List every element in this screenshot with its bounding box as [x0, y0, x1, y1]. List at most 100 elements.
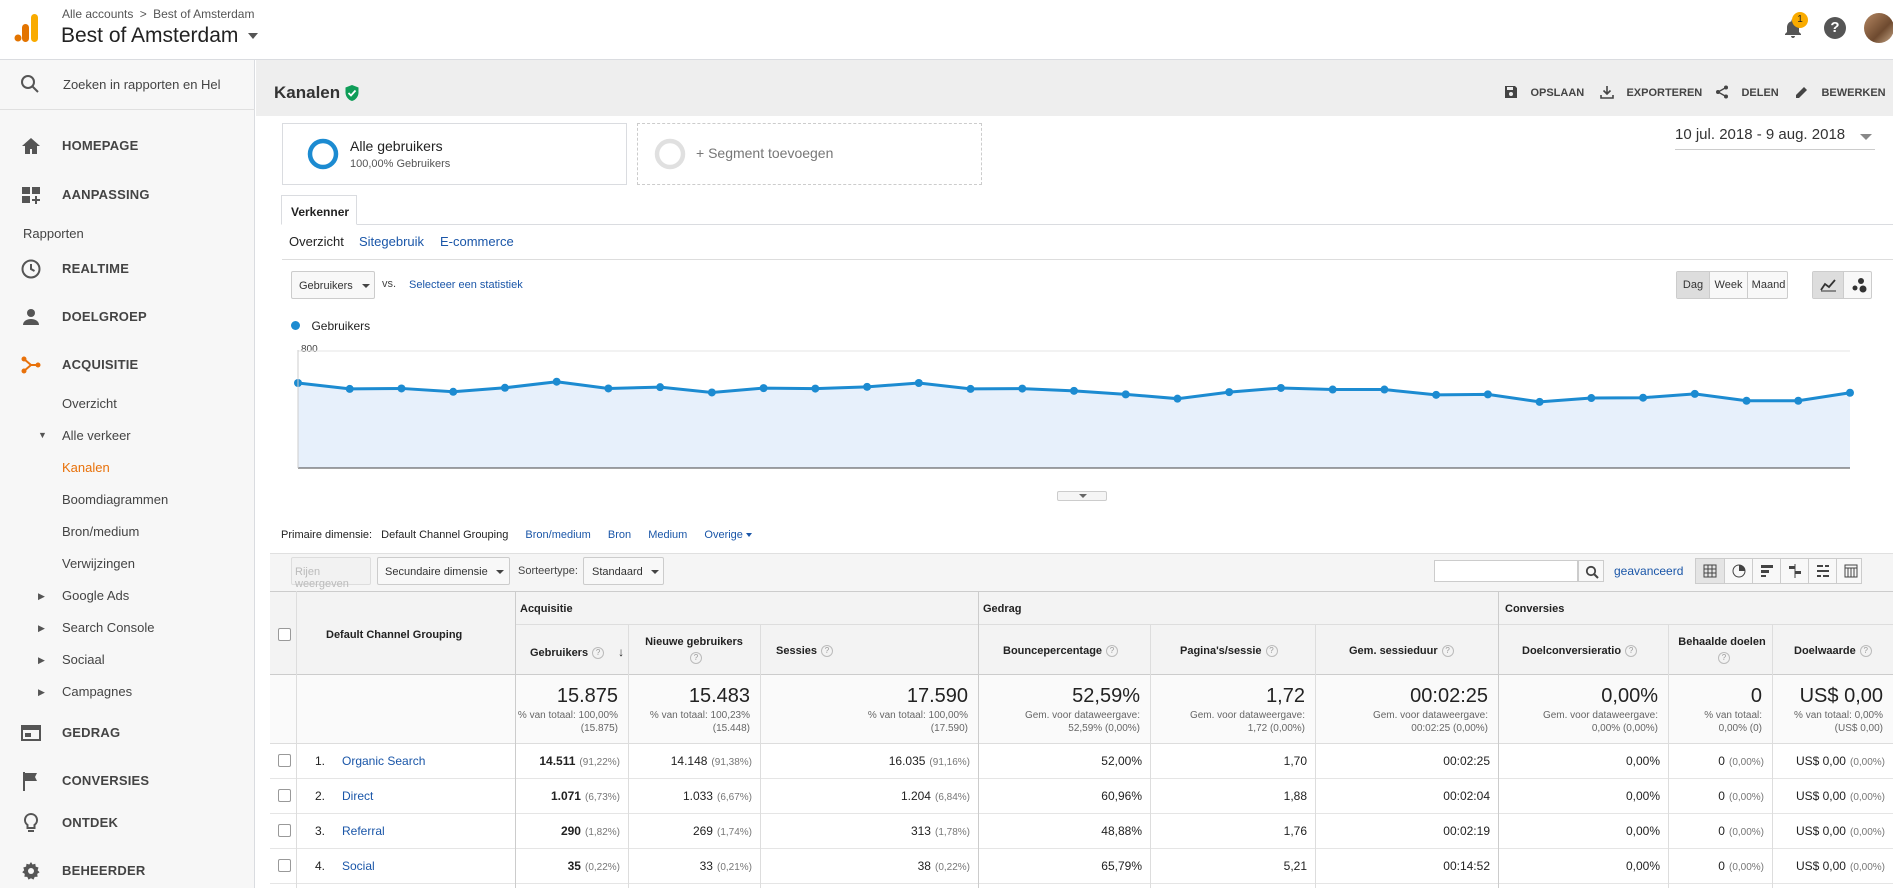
- sidebar-item-channels[interactable]: Kanalen: [62, 460, 110, 475]
- row-checkbox[interactable]: [278, 859, 291, 872]
- col-avg-duration[interactable]: Gem. sessieduur?: [1349, 645, 1454, 658]
- advanced-filter-link[interactable]: geavanceerd: [1614, 564, 1683, 578]
- sidebar-item-all-traffic[interactable]: Alle verkeer: [62, 428, 131, 443]
- help-icon[interactable]: ?: [1106, 645, 1119, 658]
- edit-button[interactable]: BEWERKEN: [1795, 83, 1886, 101]
- select-all-checkbox[interactable]: [278, 628, 291, 641]
- dim-source-link[interactable]: Bron: [607, 529, 632, 541]
- sidebar-item-acquisition[interactable]: ACQUISITIE: [0, 344, 255, 384]
- table-cell: 290 (1,82%): [516, 824, 620, 838]
- help-icon[interactable]: ?: [1265, 645, 1278, 658]
- channel-link[interactable]: Social: [342, 859, 375, 873]
- sidebar-item-behavior[interactable]: GEDRAG: [0, 712, 255, 752]
- export-button[interactable]: EXPORTEREN: [1600, 83, 1702, 101]
- sidebar-item-google-ads[interactable]: Google Ads: [62, 588, 130, 603]
- help-icon[interactable]: ?: [690, 652, 702, 665]
- comparison-view-button[interactable]: [1780, 559, 1808, 583]
- table-search-input[interactable]: [1434, 560, 1578, 582]
- col-sessions[interactable]: Sessies?: [776, 645, 833, 658]
- sort-type-select[interactable]: Standaard: [583, 557, 664, 585]
- sidebar-item-label: REALTIME: [62, 261, 130, 276]
- dim-other-link[interactable]: Overige: [704, 529, 743, 541]
- sidebar-item-social[interactable]: Sociaal: [62, 652, 105, 667]
- col-pages-session[interactable]: Pagina's/sessie?: [1180, 645, 1278, 658]
- percentage-view-button[interactable]: [1724, 559, 1752, 583]
- date-range-picker[interactable]: 10 jul. 2018 - 9 aug. 2018: [1675, 126, 1875, 150]
- sidebar-item-discover[interactable]: ONTDEK: [0, 802, 255, 842]
- channel-link[interactable]: Organic Search: [342, 754, 426, 768]
- row-checkbox[interactable]: [278, 824, 291, 837]
- col-goal-value[interactable]: Doelwaarde?: [1794, 645, 1872, 658]
- sidebar-item-campaigns[interactable]: Campagnes: [62, 684, 133, 699]
- sidebar-item-treemaps[interactable]: Boomdiagrammen: [62, 492, 169, 507]
- data-point: [552, 377, 561, 386]
- col-new-users[interactable]: Nieuwe gebruikers?: [628, 634, 760, 666]
- notifications-button[interactable]: 1: [1782, 12, 1808, 40]
- help-icon[interactable]: ?: [1718, 652, 1730, 665]
- help-icon[interactable]: ?: [1441, 645, 1454, 658]
- data-view-button[interactable]: [1696, 559, 1724, 583]
- total-subtext-line: 52,59% (0,00%): [1068, 723, 1140, 734]
- sidebar-item-conversions[interactable]: CONVERSIES: [0, 760, 255, 800]
- segment-all-users[interactable]: Alle gebruikers 100,00% Gebruikers: [282, 123, 627, 185]
- col-goal-completions[interactable]: Behaalde doelen?: [1670, 634, 1774, 666]
- dim-source-medium-link[interactable]: Bron/medium: [525, 529, 591, 541]
- segment-ring-icon: [307, 138, 339, 170]
- day-button[interactable]: Dag: [1677, 272, 1709, 298]
- help-icon[interactable]: ?: [592, 647, 605, 660]
- sidebar-item-customization[interactable]: AANPASSING: [0, 174, 255, 214]
- subtab-overview[interactable]: Overzicht: [289, 234, 344, 249]
- add-segment-button[interactable]: + Segment toevoegen: [637, 123, 982, 185]
- term-cloud-button[interactable]: [1808, 559, 1836, 583]
- pivot-icon: [1844, 564, 1858, 578]
- help-icon[interactable]: ?: [820, 645, 833, 658]
- share-button[interactable]: DELEN: [1715, 83, 1779, 101]
- breadcrumb-current[interactable]: Best of Amsterdam: [153, 7, 255, 21]
- breadcrumb[interactable]: Alle accounts > Best of Amsterdam: [62, 7, 254, 21]
- sidebar-item-home[interactable]: HOMEPAGE: [0, 125, 255, 165]
- tab-explorer[interactable]: Verkenner: [281, 195, 357, 225]
- plot-rows-button[interactable]: Rijen weergeven: [291, 557, 371, 590]
- channel-link[interactable]: Direct: [342, 789, 374, 803]
- performance-view-button[interactable]: [1752, 559, 1780, 583]
- analytics-logo[interactable]: [14, 12, 40, 44]
- dimension-header[interactable]: Default Channel Grouping: [326, 629, 463, 641]
- sidebar-item-source-medium[interactable]: Bron/medium: [62, 524, 140, 539]
- pivot-view-button[interactable]: [1836, 559, 1863, 583]
- row-checkbox[interactable]: [278, 789, 291, 802]
- primary-dimension-bar: Primaire dimensie: Default Channel Group…: [281, 529, 752, 541]
- sidebar-item-acq-overview[interactable]: Overzicht: [62, 396, 117, 411]
- breadcrumb-root[interactable]: Alle accounts: [62, 7, 134, 21]
- table-search-button[interactable]: [1578, 560, 1604, 582]
- search-input[interactable]: Zoeken in rapporten en Hel: [63, 77, 221, 92]
- sidebar-item-audience[interactable]: DOELGROEP: [0, 296, 255, 336]
- chart-collapse-handle[interactable]: [1057, 491, 1107, 501]
- line-chart-button[interactable]: [1813, 272, 1843, 298]
- col-conv-rate[interactable]: Doelconversieratio?: [1522, 645, 1638, 658]
- dim-medium-link[interactable]: Medium: [648, 529, 688, 541]
- channel-link[interactable]: Referral: [342, 824, 385, 838]
- sidebar-item-realtime[interactable]: REALTIME: [0, 248, 255, 288]
- help-icon[interactable]: ?: [1859, 645, 1872, 658]
- row-checkbox[interactable]: [278, 754, 291, 767]
- secondary-dimension-select[interactable]: Secundaire dimensie: [377, 557, 510, 585]
- metric-selector[interactable]: Gebruikers: [291, 271, 375, 299]
- save-button[interactable]: OPSLAAN: [1504, 83, 1584, 101]
- help-icon[interactable]: ?: [1625, 645, 1638, 658]
- col-bounce[interactable]: Bouncepercentage?: [1003, 645, 1119, 658]
- col-users[interactable]: Gebruikers? ↓: [530, 645, 624, 660]
- month-button[interactable]: Maand: [1747, 272, 1789, 298]
- sidebar-item-search-console[interactable]: Search Console: [62, 620, 155, 635]
- report-search[interactable]: Zoeken in rapporten en Hel: [0, 60, 255, 110]
- help-icon[interactable]: ?: [1824, 17, 1846, 39]
- motion-chart-button[interactable]: [1843, 272, 1873, 298]
- week-button[interactable]: Week: [1709, 272, 1747, 298]
- avatar[interactable]: [1864, 13, 1893, 43]
- select-metric-link[interactable]: Selecteer een statistiek: [409, 279, 523, 291]
- subtab-site-usage[interactable]: Sitegebruik: [359, 234, 424, 249]
- subtab-ecommerce[interactable]: E-commerce: [440, 234, 514, 249]
- sidebar-item-referrals[interactable]: Verwijzingen: [62, 556, 135, 571]
- dashboard-icon: [22, 187, 40, 204]
- sidebar-item-admin[interactable]: BEHEERDER: [0, 850, 255, 890]
- property-selector[interactable]: Best of Amsterdam: [61, 24, 259, 48]
